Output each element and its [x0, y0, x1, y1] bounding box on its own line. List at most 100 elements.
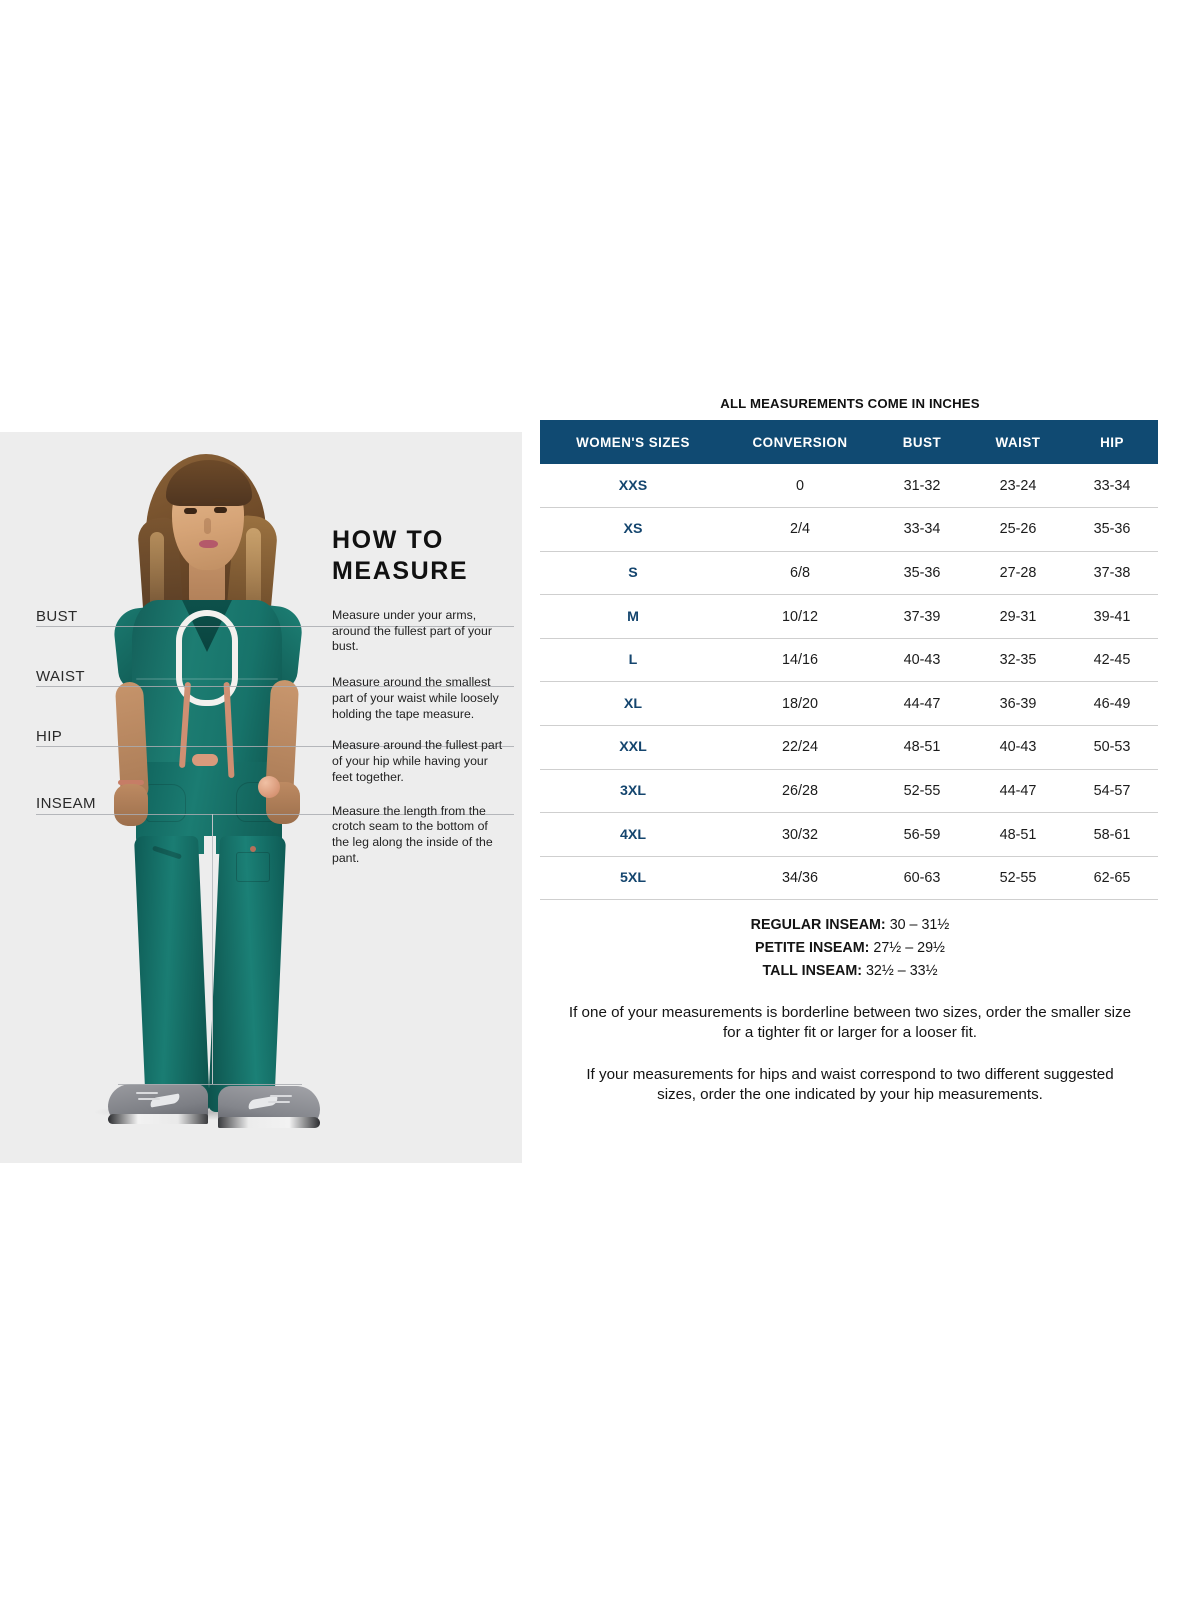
eye-left [184, 508, 197, 514]
inseam-tall-value: 32½ – 33½ [865, 963, 938, 980]
table-row: XXS 0 31-32 23-24 33-34 [540, 464, 1158, 509]
table-row: 5XL 34/36 60-63 52-55 62-65 [540, 856, 1158, 901]
cell-size: XXL [540, 725, 726, 770]
inseam-regular: REGULAR INSEAM: 30 – 31½ [540, 914, 1160, 937]
size-table-body: XXS 0 31-32 23-24 33-34 XS 2/4 33-34 25-… [540, 464, 1158, 901]
cell-waist: 32-35 [970, 638, 1066, 683]
cell-waist: 44-47 [970, 769, 1066, 814]
table-row: XS 2/4 33-34 25-26 35-36 [540, 507, 1158, 552]
stethoscope-knot [192, 754, 218, 766]
guide-label-bust: BUST [36, 608, 78, 625]
guide-line-waist [36, 686, 514, 687]
shoe-sole-right [218, 1117, 320, 1128]
stethoscope-icon [176, 610, 238, 706]
cell-bust: 31-32 [874, 464, 970, 509]
cell-waist: 48-51 [970, 812, 1066, 857]
cell-size: XS [540, 507, 726, 552]
cell-size: M [540, 594, 726, 639]
cell-bust: 52-55 [874, 769, 970, 814]
cell-size: 5XL [540, 856, 726, 901]
cell-size: 3XL [540, 769, 726, 814]
cell-waist: 27-28 [970, 551, 1066, 596]
table-row: S 6/8 35-36 27-28 37-38 [540, 551, 1158, 596]
cell-conversion: 2/4 [726, 507, 874, 552]
cell-conversion: 0 [726, 464, 874, 509]
table-row: XXL 22/24 48-51 40-43 50-53 [540, 725, 1158, 770]
shoe-lace-right-1 [270, 1095, 292, 1097]
sizing-note-borderline: If one of your measurements is borderlin… [568, 1004, 1132, 1042]
cell-hip: 50-53 [1066, 725, 1158, 770]
shoe-lace-left-1 [136, 1092, 158, 1094]
inseam-tall-label: TALL INSEAM: [762, 963, 862, 980]
cell-waist: 23-24 [970, 464, 1066, 509]
cell-size: XXS [540, 464, 726, 509]
shoe-logo-left [149, 1093, 181, 1108]
table-row: M 10/12 37-39 29-31 39-41 [540, 594, 1158, 639]
inseam-list: REGULAR INSEAM: 30 – 31½ PETITE INSEAM: … [540, 914, 1160, 983]
measure-description-hip: Measure around the fullest part of your … [332, 738, 503, 784]
cell-conversion: 14/16 [726, 638, 874, 683]
cell-bust: 44-47 [874, 681, 970, 727]
pocket-seam-left [146, 784, 186, 822]
shoe-left [108, 1084, 208, 1124]
cell-bust: 60-63 [874, 856, 970, 901]
lips [199, 540, 218, 548]
guide-line-inseam [36, 814, 514, 815]
measurements-units-title: ALL MEASUREMENTS COME IN INCHES [720, 396, 980, 411]
column-header-hip: HIP [1066, 420, 1158, 464]
cargo-pocket-right [236, 852, 270, 882]
guide-line-bust [36, 626, 514, 627]
crotch-gap [204, 836, 216, 906]
size-table-head: WOMEN'S SIZES CONVERSION BUST WAIST HIP [540, 420, 1158, 464]
table-row: 4XL 30/32 56-59 48-51 58-61 [540, 812, 1158, 857]
cell-waist: 36-39 [970, 681, 1066, 727]
cell-size: 4XL [540, 812, 726, 857]
cell-hip: 54-57 [1066, 769, 1158, 814]
inseam-tall: TALL INSEAM: 32½ – 33½ [540, 960, 1160, 983]
how-to-measure-heading: HOW TO MEASURE [332, 526, 469, 585]
cell-conversion: 22/24 [726, 725, 874, 770]
table-row: 3XL 26/28 52-55 44-47 54-57 [540, 769, 1158, 814]
cell-bust: 40-43 [874, 638, 970, 683]
guide-label-waist: WAIST [36, 668, 85, 685]
column-header-womens-sizes: WOMEN'S SIZES [540, 420, 726, 464]
cell-conversion: 30/32 [726, 812, 874, 857]
sizing-notes: If one of your measurements is borderlin… [540, 1003, 1160, 1105]
cell-conversion: 10/12 [726, 594, 874, 639]
shoe-right [218, 1086, 320, 1128]
nose [204, 518, 211, 534]
eye-right [214, 507, 227, 513]
shoe-lace-right-2 [268, 1101, 290, 1103]
cell-hip: 58-61 [1066, 812, 1158, 857]
table-header-row: WOMEN'S SIZES CONVERSION BUST WAIST HIP [540, 420, 1158, 464]
hand-left [114, 784, 148, 826]
cell-size: XL [540, 681, 726, 727]
guide-label-hip: HIP [36, 728, 63, 745]
cell-waist: 29-31 [970, 594, 1066, 639]
guide-line-inseam-vertical [212, 814, 213, 1084]
table-row: L 14/16 40-43 32-35 42-45 [540, 638, 1158, 683]
cell-bust: 48-51 [874, 725, 970, 770]
bracelet [118, 780, 144, 785]
cell-hip: 42-45 [1066, 638, 1158, 683]
cell-conversion: 34/36 [726, 856, 874, 901]
shoe-sole-left [108, 1114, 208, 1124]
cell-hip: 46-49 [1066, 681, 1158, 727]
cell-waist: 52-55 [970, 856, 1066, 901]
cell-bust: 56-59 [874, 812, 970, 857]
cell-hip: 39-41 [1066, 594, 1158, 639]
shoe-lace-left-2 [138, 1098, 160, 1100]
cell-waist: 25-26 [970, 507, 1066, 552]
column-header-waist: WAIST [970, 420, 1066, 464]
measure-description-inseam: Measure the length from the crotch seam … [332, 803, 493, 865]
table-row: XL 18/20 44-47 36-39 46-49 [540, 681, 1158, 727]
cell-bust: 37-39 [874, 594, 970, 639]
measure-description-bust: Measure under your arms, around the full… [332, 608, 492, 654]
cell-waist: 40-43 [970, 725, 1066, 770]
inseam-petite: PETITE INSEAM: 27½ – 29½ [540, 937, 1160, 960]
cell-conversion: 26/28 [726, 769, 874, 814]
inseam-regular-value: 30 – 31½ [889, 917, 950, 934]
column-header-bust: BUST [874, 420, 970, 464]
cell-size: L [540, 638, 726, 683]
